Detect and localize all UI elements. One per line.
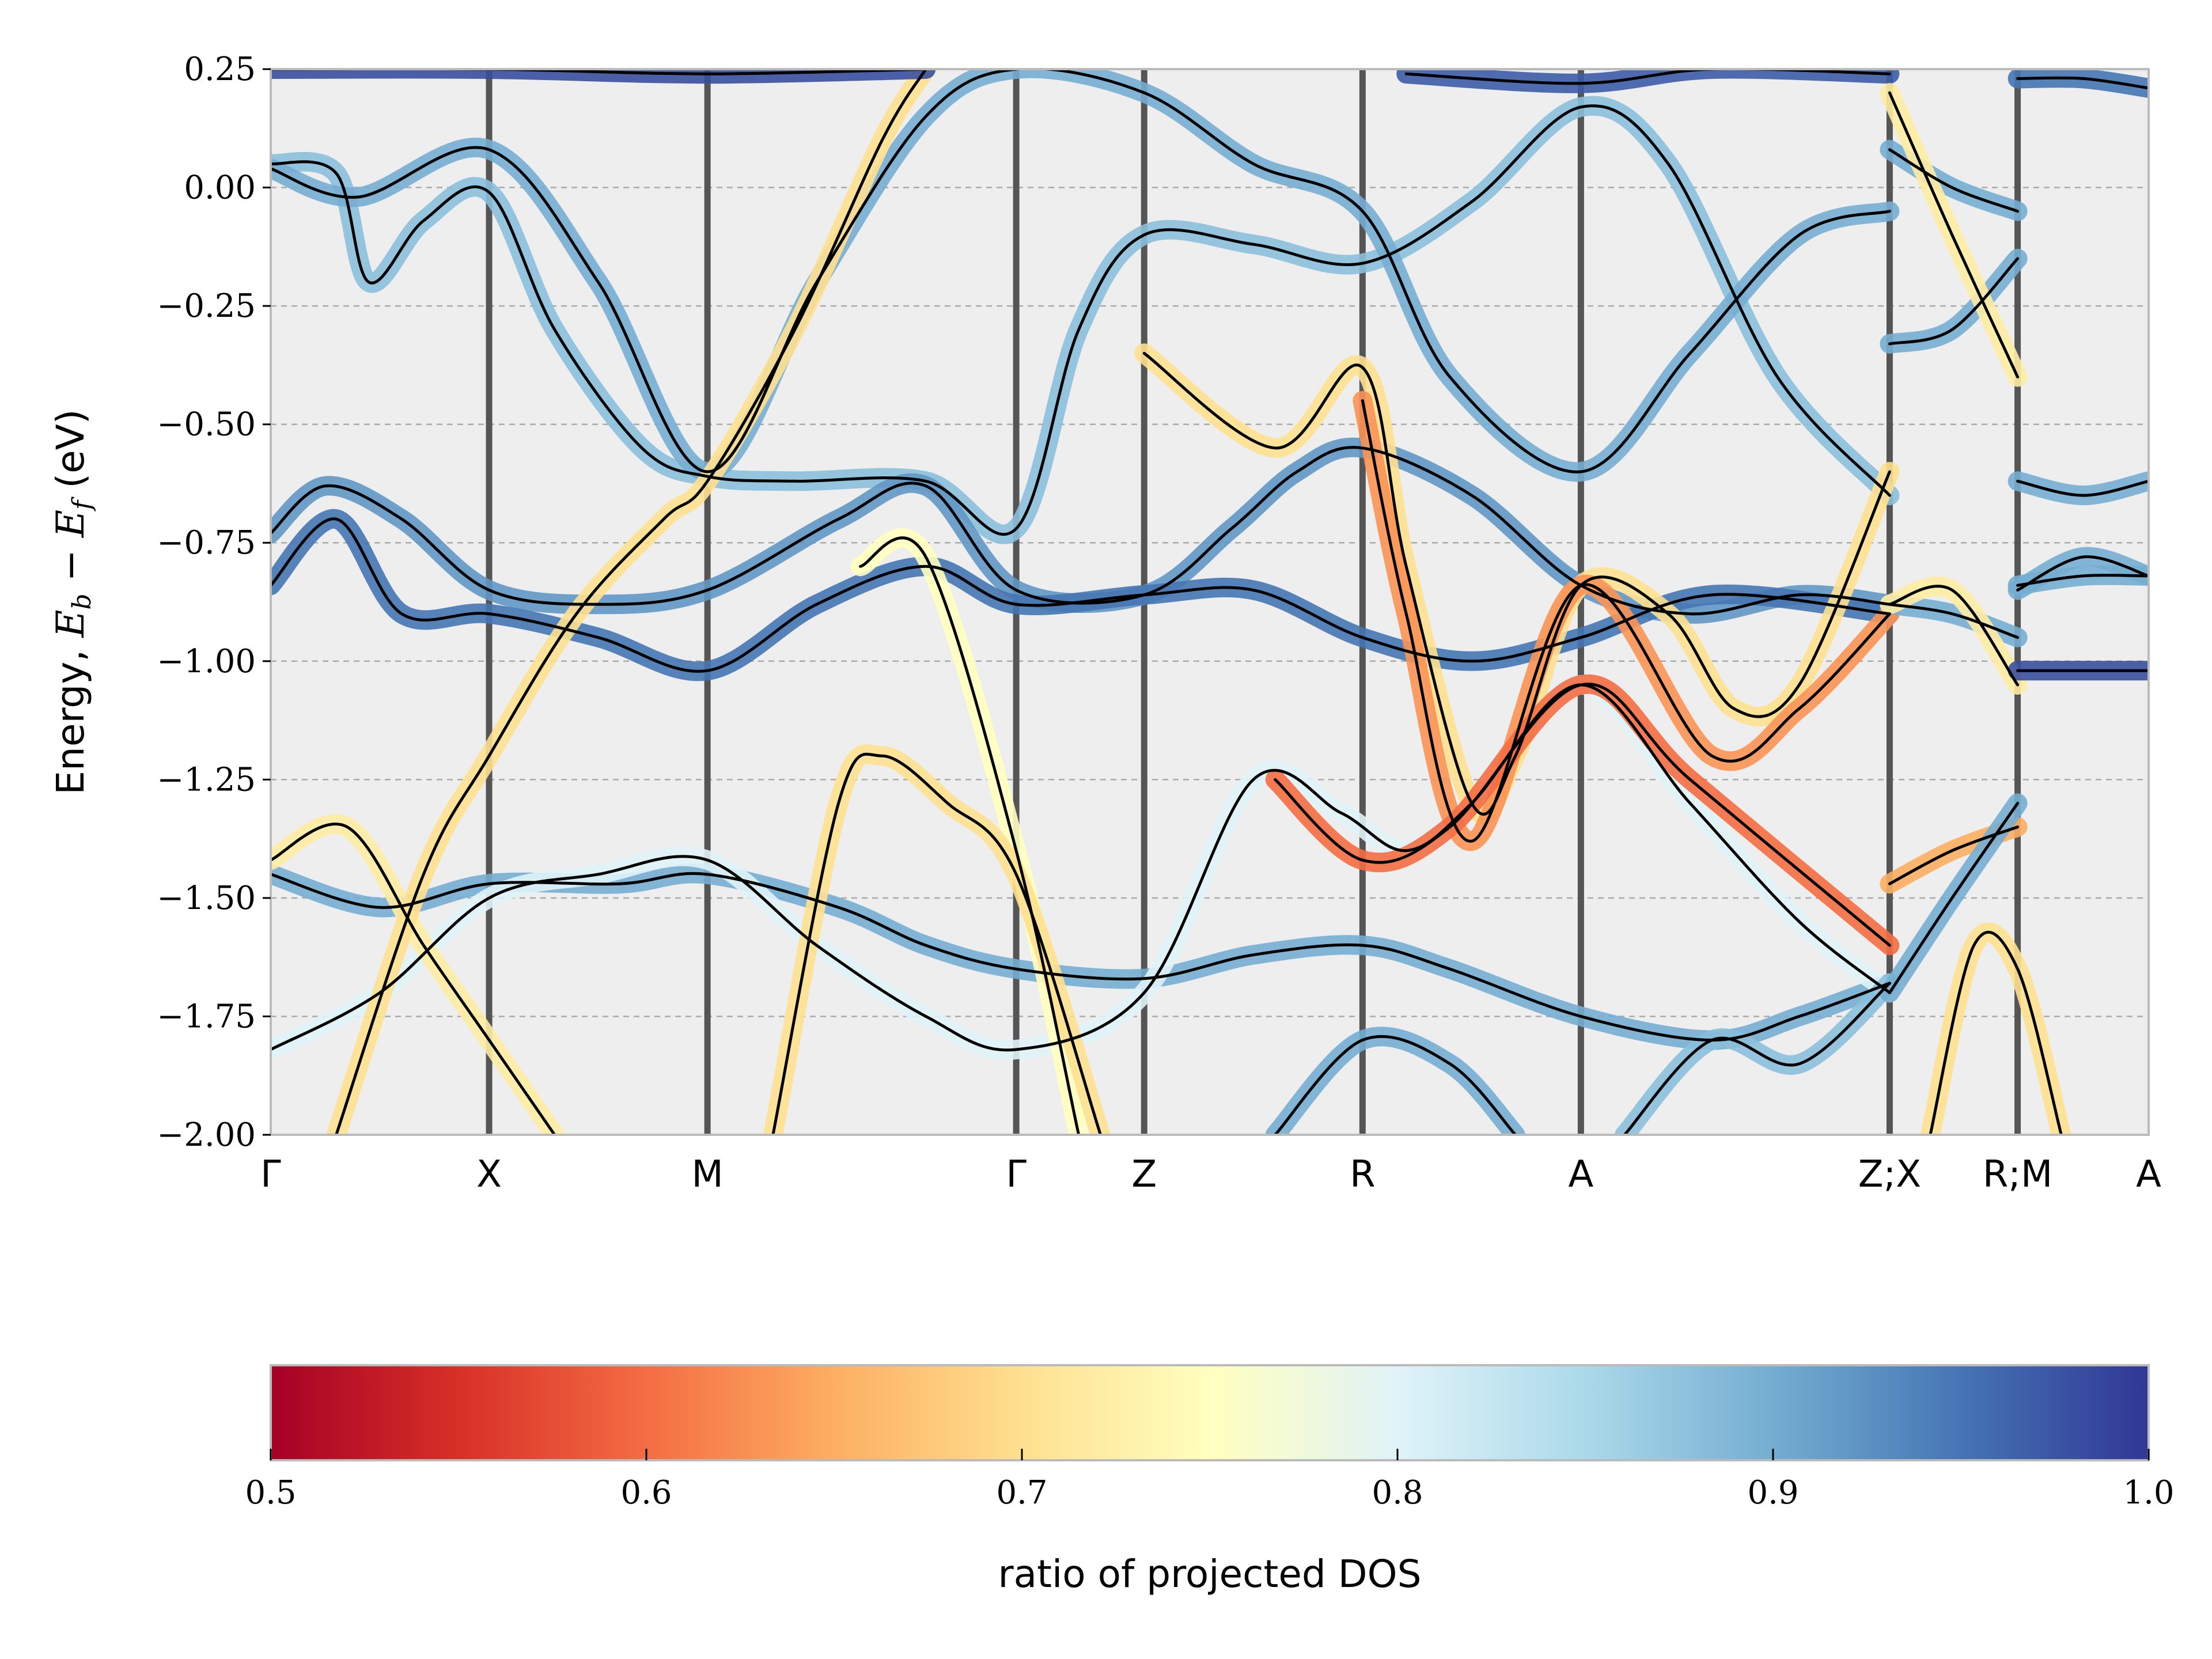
band-line (1888, 585, 2020, 687)
band-line (271, 104, 1891, 536)
colorbar-tick-label: 1.0 (2123, 1474, 2174, 1512)
y-tick-label: −0.50 (157, 406, 256, 444)
kpoint-label: Z (1131, 1153, 1157, 1196)
kpoint-label: Z;X (1858, 1153, 1921, 1196)
band-line (1274, 683, 1891, 947)
band-line (271, 69, 927, 75)
band-line (1888, 801, 2020, 994)
band-line (1623, 982, 1891, 1135)
colorbar-label: ratio of projected DOS (998, 1552, 1422, 1596)
band-line (2016, 76, 2149, 90)
band-line (1888, 825, 2020, 885)
colorbar-tick-label: 0.8 (1372, 1474, 1423, 1512)
band-line (859, 536, 1081, 1135)
colorbar-tick-label: 0.6 (620, 1474, 672, 1512)
kpoint-label: Γ (1006, 1153, 1027, 1196)
band-line (2016, 555, 2149, 592)
band-line (335, 69, 927, 1135)
colorbar-tick-label: 0.9 (1747, 1474, 1798, 1512)
band-line (1142, 351, 1891, 816)
kpoint-label: R (1350, 1153, 1375, 1196)
kpoint-labels: Γ X M Γ Z R A Z;X R;M A (260, 1153, 2161, 1196)
band-line (1404, 69, 1891, 85)
band-line (1929, 930, 2063, 1135)
colorbar-tick-label: 0.5 (245, 1474, 296, 1512)
band-line (1361, 399, 1891, 843)
y-tick-label: −1.50 (157, 880, 256, 917)
kpoint-label: M (692, 1153, 724, 1196)
colorbar-ticks: 0.5 0.6 0.7 0.8 0.9 1.0 (245, 1449, 2175, 1512)
band-lines (271, 69, 2149, 1135)
band-line (271, 683, 1891, 1052)
plot-frame (270, 68, 2150, 1136)
band-line (1274, 1035, 1517, 1135)
y-tick-label: −1.00 (157, 643, 256, 680)
colorbar (270, 1364, 2150, 1461)
y-tick-label: −2.00 (157, 1116, 256, 1154)
kpoint-label: A (2136, 1153, 2161, 1196)
y-tick-label: −0.25 (157, 287, 256, 325)
kpoint-label: R;M (1983, 1153, 2052, 1196)
y-tick-label: −1.75 (157, 998, 256, 1035)
kpoint-label: A (1569, 1153, 1594, 1196)
band-line (2016, 574, 2149, 587)
band-line (1888, 91, 2020, 378)
band-line (271, 823, 556, 1135)
band-line (1888, 603, 2020, 639)
band-line (1888, 257, 2020, 346)
y-axis-ticks: 0.25 0.00 −0.25 −0.50 −0.75 −1.00 −1.25 −1.50 −1… (157, 51, 271, 1154)
y-tick-label: −1.25 (157, 761, 256, 798)
colorbar-tick-label: 0.7 (996, 1474, 1047, 1512)
kpoint-label: X (476, 1153, 502, 1196)
y-axis-label: Energy, Eb − Ef (eV) (48, 409, 97, 794)
y-tick-label: 0.00 (184, 169, 256, 207)
band-line (2016, 479, 2149, 497)
band-line (1888, 148, 2020, 213)
y-tick-label: −0.75 (157, 524, 256, 562)
band-line (771, 752, 1102, 1135)
kpoint-label: Γ (260, 1153, 281, 1196)
y-tick-label: 0.25 (184, 51, 256, 88)
